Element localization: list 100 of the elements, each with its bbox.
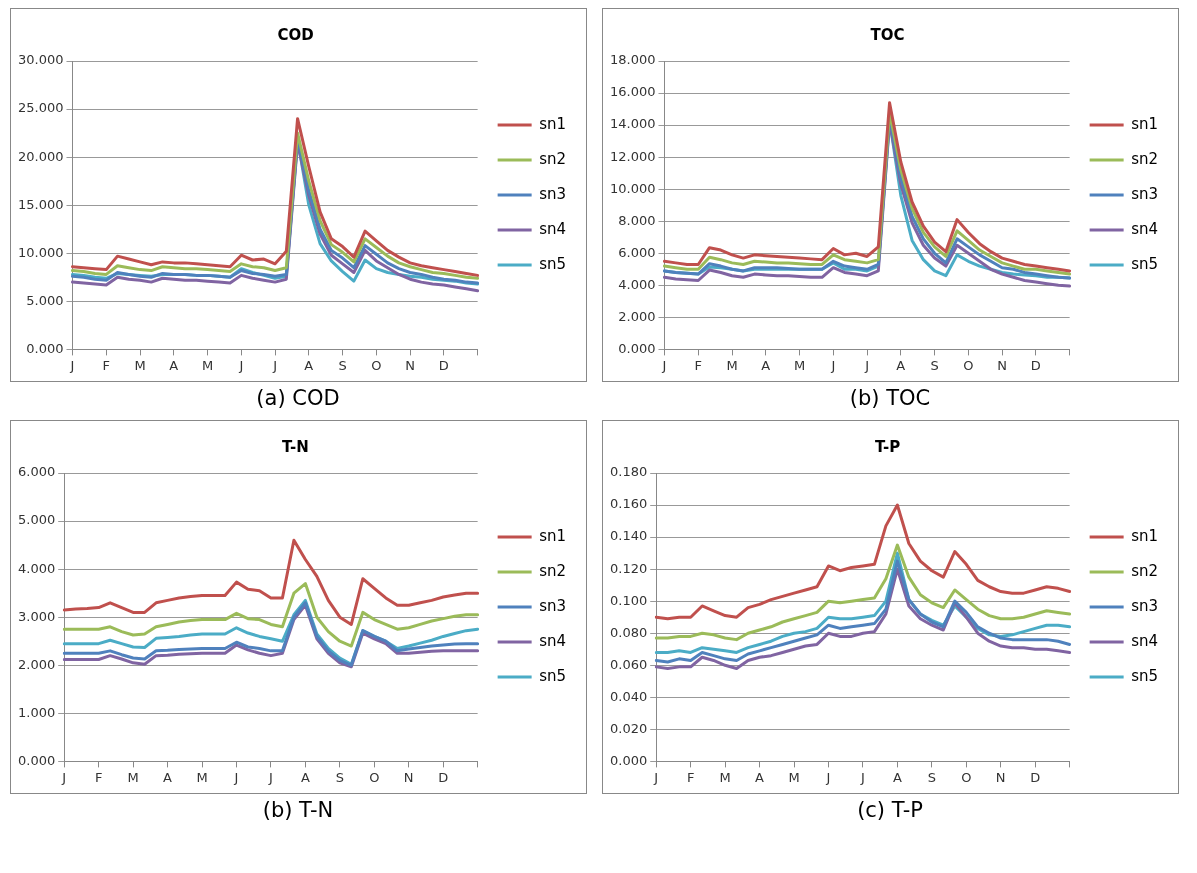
x-tick-label: A (892, 769, 902, 785)
y-tick-label: 12.000 (609, 148, 655, 164)
y-tick-label: 0.040 (609, 688, 647, 704)
x-tick-label: M (195, 769, 208, 785)
legend-label: sn4 (538, 219, 566, 238)
x-tick-label: O (368, 769, 379, 785)
x-tick-label: S (927, 769, 936, 785)
legend-label: sn3 (538, 596, 566, 615)
chart-title: TOC (870, 25, 904, 44)
y-tick-label: 10.000 (609, 180, 655, 196)
x-tick-label: M (127, 769, 139, 785)
y-tick-label: 0.180 (609, 464, 647, 480)
y-tick-label: 0.000 (609, 752, 647, 768)
y-tick-label: 0.000 (617, 340, 655, 356)
legend-label: sn3 (1130, 596, 1158, 615)
x-tick-label: D (438, 357, 449, 373)
y-tick-label: 0.080 (609, 624, 647, 640)
x-tick-label: M (133, 357, 146, 373)
x-tick-label: J (60, 769, 66, 785)
x-tick-label: J (233, 769, 238, 785)
x-tick-label: M (201, 357, 213, 373)
x-tick-label: A (162, 769, 172, 785)
y-tick-label: 15.000 (17, 196, 63, 212)
y-tick-label: 5.000 (17, 512, 55, 528)
legend-label: sn3 (1130, 184, 1158, 203)
x-tick-label: N (403, 769, 414, 785)
x-tick-label: A (168, 357, 178, 373)
y-tick-label: 0.000 (17, 752, 55, 768)
x-tick-label: A (300, 769, 310, 785)
x-tick-label: J (829, 357, 835, 373)
chart-title: T-N (281, 437, 309, 456)
y-tick-label: 14.000 (609, 116, 655, 132)
y-tick-label: 8.000 (617, 212, 655, 228)
legend-label: sn4 (1130, 219, 1158, 238)
x-tick-label: J (69, 357, 74, 373)
y-tick-label: 1.000 (17, 704, 55, 720)
y-tick-label: 30.000 (17, 52, 63, 68)
legend-label: sn5 (1130, 666, 1158, 685)
text: (b) T-N (262, 798, 334, 824)
legend-label: sn3 (538, 184, 566, 203)
x-tick-label: J (825, 769, 830, 785)
y-tick-label: 6.000 (617, 244, 655, 260)
chart-title: T-P (874, 437, 900, 456)
legend-label: sn1 (1130, 526, 1158, 545)
x-tick-label: J (661, 357, 666, 373)
chart-title: COD (276, 25, 314, 44)
x-tick-label: F (694, 357, 702, 373)
y-tick-label: 0.160 (609, 496, 647, 512)
y-tick-label: 0.140 (609, 528, 647, 544)
y-tick-label: 10.000 (17, 244, 63, 260)
legend-label: sn5 (1130, 254, 1158, 273)
x-tick-label: M (719, 769, 731, 785)
x-tick-label: J (652, 769, 658, 785)
legend-label: sn4 (538, 631, 566, 650)
legend-label: sn4 (1130, 631, 1158, 650)
x-tick-label: O (370, 357, 381, 373)
legend-label: sn1 (538, 526, 566, 545)
x-tick-label: O (962, 357, 973, 373)
x-tick-label: M (787, 769, 800, 785)
x-tick-label: M (725, 357, 738, 373)
legend-label: sn1 (1130, 114, 1158, 133)
y-tick-label: 18.000 (609, 52, 655, 68)
x-tick-label: J (863, 357, 869, 373)
y-tick-label: 20.000 (17, 148, 63, 164)
y-tick-label: 0.060 (609, 656, 647, 672)
x-tick-label: D (437, 769, 448, 785)
y-tick-label: 0.020 (609, 720, 647, 736)
legend-label: sn2 (1130, 149, 1158, 168)
x-tick-label: M (793, 357, 805, 373)
y-tick-label: 5.000 (25, 292, 63, 308)
x-tick-label: F (94, 769, 102, 785)
x-tick-label: S (337, 357, 347, 373)
x-tick-label: J (267, 769, 273, 785)
text: (b) TOC (849, 386, 931, 412)
text: (c) T-P (857, 798, 923, 824)
x-tick-label: N (995, 769, 1006, 785)
y-tick-label: 4.000 (617, 276, 655, 292)
text: (a) COD (256, 386, 340, 412)
y-tick-label: 4.000 (17, 560, 55, 576)
x-tick-label: O (960, 769, 971, 785)
x-tick-label: N (996, 357, 1007, 373)
x-tick-label: N (404, 357, 415, 373)
y-tick-label: 0.100 (609, 592, 647, 608)
legend-label: sn5 (538, 254, 566, 273)
y-tick-label: 3.000 (17, 608, 55, 624)
x-tick-label: S (929, 357, 939, 373)
x-tick-label: F (686, 769, 694, 785)
x-tick-label: D (1029, 769, 1040, 785)
x-tick-label: J (271, 357, 277, 373)
y-tick-label: 0.000 (25, 340, 63, 356)
y-tick-label: 25.000 (17, 100, 63, 116)
y-tick-label: 6.000 (17, 464, 55, 480)
legend-label: sn1 (538, 114, 566, 133)
x-tick-label: A (760, 357, 770, 373)
x-tick-label: A (895, 357, 905, 373)
x-tick-label: S (335, 769, 344, 785)
y-tick-label: 2.000 (17, 656, 55, 672)
x-tick-label: D (1030, 357, 1041, 373)
y-tick-label: 16.000 (609, 84, 655, 100)
y-tick-label: 2.000 (617, 308, 655, 324)
